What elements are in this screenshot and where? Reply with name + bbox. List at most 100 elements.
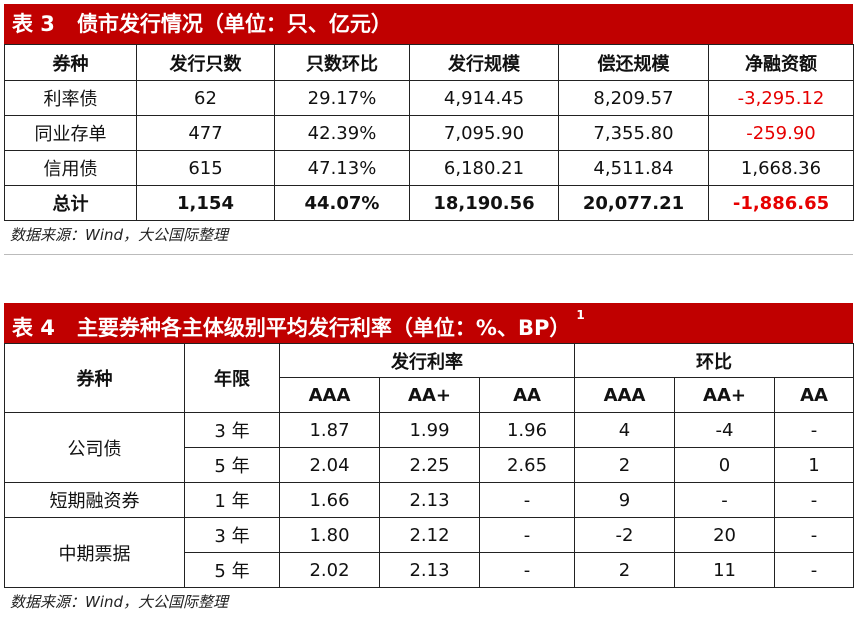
table4-header-grade: AA: [478, 377, 576, 413]
table4-change-cell: -4: [674, 412, 776, 448]
table3-total-cell: 20,077.21: [558, 185, 709, 221]
table3-total-cell: 1,154: [136, 185, 275, 221]
table3-cell: 1,668.36: [708, 150, 854, 186]
table4-header-type: 券种: [4, 343, 185, 413]
table3-header-cell: 只数环比: [274, 44, 410, 81]
table4-type-cell: 公司债: [4, 412, 185, 483]
table3-cell-negative: -3,295.12: [708, 80, 854, 116]
table3-header-cell: 发行规模: [409, 44, 559, 81]
table3-cell: 47.13%: [274, 150, 410, 186]
table3-total-cell: 总计: [4, 185, 137, 221]
table4-change-cell: 1: [774, 447, 855, 483]
table4-rate-cell: 2.12: [379, 517, 480, 553]
table3-total-cell: 44.07%: [274, 185, 410, 221]
table-row: 同业存单 477 42.39% 7,095.90 7,355.80 -259.9…: [4, 115, 854, 151]
table4-change-cell: 2: [574, 447, 676, 483]
table4-rate-cell: -: [478, 552, 576, 588]
table3-cell: 29.17%: [274, 80, 410, 116]
table3-cell: 4,914.45: [409, 80, 559, 116]
table4-header-grade: AAA: [574, 377, 676, 413]
table-row: 5 年 2.02 2.13 - 2 11 -: [5, 552, 855, 588]
table3-block: 表 3 债市发行情况（单位：只、亿元） 券种 发行只数 只数环比 发行规模 偿还规…: [4, 4, 854, 249]
table3-header-cell: 偿还规模: [558, 44, 709, 81]
table3-source: 数据来源：Wind，大公国际整理: [10, 226, 229, 244]
table4-subheader-row: AAA AA+ AA AAA AA+ AA: [5, 377, 855, 413]
table4-rate-cell: 2.13: [379, 482, 480, 518]
table3-cell: 信用债: [4, 150, 137, 186]
table3-total-row: 总计 1,154 44.07% 18,190.56 20,077.21 -1,8…: [4, 185, 854, 221]
table4-term-cell: 1 年: [184, 482, 280, 518]
table4-term-cell: 3 年: [184, 412, 280, 448]
table4-type-cell: 短期融资券: [4, 482, 185, 518]
table3-header-cell: 券种: [4, 44, 137, 81]
table4-change-cell: -: [674, 482, 776, 518]
table4-label: 表 4: [12, 316, 55, 340]
table3-total-cell: 18,190.56: [409, 185, 559, 221]
table4-change-cell: 11: [674, 552, 776, 588]
table3-title: 债市发行情况（单位：只、亿元）: [76, 12, 392, 36]
table3-cell: 477: [136, 115, 275, 151]
table3: 券种 发行只数 只数环比 发行规模 偿还规模 净融资额 利率债 62 29.17…: [4, 44, 854, 221]
table4-change-cell: -: [774, 552, 855, 588]
table-row: 中期票据 3 年 1.80 2.12 - -2 20 -: [4, 517, 855, 588]
table4-change-cell: 2: [574, 552, 676, 588]
table4-header-term: 年限: [184, 343, 280, 413]
table3-header-cell: 净融资额: [708, 44, 854, 81]
table4-change-cell: 20: [674, 517, 776, 553]
table3-cell: 利率债: [4, 80, 137, 116]
table4-rate-cell: 1.80: [279, 517, 380, 553]
table4-block: 表 4 主要券种各主体级别平均发行利率（单位：%、BP） 1 券种 年限 发行利率 …: [4, 303, 855, 616]
table4-rate-cell: 2.65: [478, 447, 576, 483]
table4-type-cell: 中期票据: [4, 517, 185, 588]
table3-cell: 62: [136, 80, 275, 116]
table4-header-rate-group: 发行利率: [278, 343, 576, 378]
table3-title-bar: 表 3 债市发行情况（单位：只、亿元）: [4, 4, 853, 44]
table-row: 信用债 615 47.13% 6,180.21 4,511.84 1,668.3…: [4, 150, 854, 186]
table4-rate-cell: 1.96: [478, 412, 576, 448]
table3-cell: 7,095.90: [409, 115, 559, 151]
table4-title: 主要券种各主体级别平均发行利率（单位：%、BP）: [76, 316, 571, 340]
table-row: 利率债 62 29.17% 4,914.45 8,209.57 -3,295.1…: [4, 80, 854, 116]
table4-source: 数据来源：Wind，大公国际整理: [10, 593, 229, 611]
table4-change-cell: 9: [574, 482, 676, 518]
table3-cell: 42.39%: [274, 115, 410, 151]
table4-rate-cell: 2.13: [379, 552, 480, 588]
table3-cell: 6,180.21: [409, 150, 559, 186]
table4-change-cell: -2: [574, 517, 676, 553]
table4-term-cell: 5 年: [184, 447, 280, 483]
table4-change-cell: 0: [674, 447, 776, 483]
table4-header-change-group: 环比: [574, 343, 855, 378]
table4-rate-cell: -: [478, 517, 576, 553]
table3-cell: 615: [136, 150, 275, 186]
table4-footnote-marker: 1: [576, 308, 585, 322]
table4-rate-cell: 1.87: [279, 412, 380, 448]
table4-change-cell: -: [774, 517, 855, 553]
table3-cell: 4,511.84: [558, 150, 709, 186]
table-row: 5 年 2.04 2.25 2.65 2 0 1: [5, 447, 855, 483]
table-row: 短期融资券 1 年 1.66 2.13 - 9 - -: [4, 482, 855, 518]
table-row: 公司债 3 年 1.87 1.99 1.96 4 -4 -: [4, 412, 855, 483]
table3-cell-negative: -259.90: [708, 115, 854, 151]
table4: 券种 年限 发行利率 环比 AAA AA+ AA AAA AA+ AA 公司债 …: [4, 343, 855, 588]
table4-term-cell: 5 年: [184, 552, 280, 588]
table4-term-cell: 3 年: [184, 517, 280, 553]
table4-rate-cell: -: [478, 482, 576, 518]
table4-rate-cell: 2.04: [279, 447, 380, 483]
table4-header-grade: AA+: [674, 377, 776, 413]
table4-rate-cell: 2.25: [379, 447, 480, 483]
table4-header-grade: AA: [774, 377, 855, 413]
table4-rate-cell: 1.99: [379, 412, 480, 448]
table4-change-cell: 4: [574, 412, 676, 448]
table3-cell: 7,355.80: [558, 115, 709, 151]
table4-header-grade: AA+: [379, 377, 480, 413]
table4-change-cell: -: [774, 482, 855, 518]
table3-header-row: 券种 发行只数 只数环比 发行规模 偿还规模 净融资额: [4, 44, 854, 81]
table3-cell: 同业存单: [4, 115, 137, 151]
table4-header-row: 券种 年限 发行利率 环比: [4, 343, 855, 413]
section-divider: [4, 254, 853, 255]
table3-total-cell-negative: -1,886.65: [708, 185, 854, 221]
table3-label: 表 3: [12, 12, 55, 36]
table3-cell: 8,209.57: [558, 80, 709, 116]
table4-rate-cell: 2.02: [279, 552, 380, 588]
table4-header-grade: AAA: [279, 377, 380, 413]
